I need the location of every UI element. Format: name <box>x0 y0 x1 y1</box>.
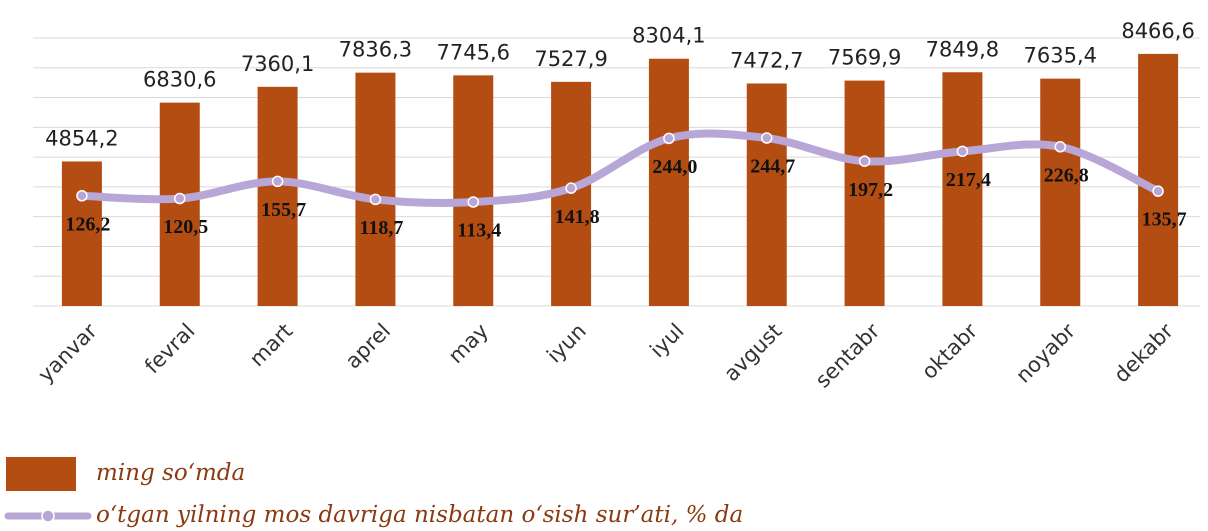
bar-value-label: 6830,6 <box>143 68 216 92</box>
x-tick-label: aprel <box>341 319 396 374</box>
x-tick-label: iyun <box>542 319 591 368</box>
bar <box>257 86 298 306</box>
line-value-label: 120,5 <box>163 216 208 238</box>
line-value-label: 135,7 <box>1142 209 1187 231</box>
line-value-label: 197,2 <box>848 179 893 201</box>
line-value-label: 244,7 <box>750 156 795 178</box>
bar-value-label: 7527,9 <box>534 47 607 71</box>
bar <box>453 75 494 306</box>
line-value-label: 217,4 <box>946 169 991 191</box>
line-marker <box>858 155 871 167</box>
bar-value-label: 7836,3 <box>339 38 412 62</box>
line <box>77 129 1163 207</box>
x-tick-label: iyul <box>645 319 688 362</box>
line-value-label: 244,0 <box>652 156 697 178</box>
legend-swatch <box>6 457 76 491</box>
bar <box>355 72 396 306</box>
bar-value-label: 7849,8 <box>926 37 999 61</box>
x-tick-label: oktabr <box>917 319 982 384</box>
x-tick-label: avgust <box>719 319 786 386</box>
bar-value-label: 7569,9 <box>828 46 901 70</box>
line-marker <box>76 190 88 202</box>
line-value-label: 113,4 <box>457 220 501 242</box>
x-tick-label: may <box>444 319 493 368</box>
bar-value-label: 8304,1 <box>632 24 705 48</box>
x-tick-label: yanvar <box>33 319 102 388</box>
line-marker <box>271 175 284 188</box>
line-value-label: 126,2 <box>65 213 110 235</box>
x-tick-label: sentabr <box>811 319 885 393</box>
line-value-label: 155,7 <box>261 199 306 221</box>
bar <box>942 72 983 306</box>
bar-value-label: 8466,6 <box>1121 19 1194 43</box>
line-marker <box>467 196 479 208</box>
x-tick-label: mart <box>245 319 297 371</box>
bar-value-label: 7472,7 <box>730 48 803 72</box>
legend-label: ming so‘mda <box>96 460 245 486</box>
bar <box>844 80 885 306</box>
x-tick-label: noyabr <box>1011 319 1080 388</box>
bar-value-label: 7360,1 <box>241 52 314 76</box>
line-marker <box>565 182 577 194</box>
line-marker <box>663 132 675 145</box>
line-marker <box>956 145 969 158</box>
bar-value-label: 7745,6 <box>437 40 510 64</box>
legend-label: o‘tgan yilning mos davriga nisbatan o‘si… <box>96 502 743 528</box>
line-marker <box>369 193 382 206</box>
line-value-label: 226,8 <box>1044 164 1089 186</box>
x-tick-label: fevral <box>140 319 199 378</box>
line-marker <box>1152 185 1164 197</box>
bar <box>746 83 787 306</box>
line-marker <box>761 132 773 144</box>
legend-swatch <box>41 509 55 523</box>
line-value-label: 118,7 <box>359 217 403 239</box>
bar <box>648 58 689 307</box>
line-marker <box>174 192 186 205</box>
line-value-label: 141,8 <box>555 206 600 228</box>
line-marker <box>1054 141 1066 153</box>
bar <box>1040 78 1081 306</box>
bar-value-label: 4854,2 <box>45 126 118 150</box>
bar <box>61 161 102 306</box>
x-tick-label: dekabr <box>1109 319 1178 388</box>
bar-value-label: 7635,4 <box>1024 44 1097 68</box>
